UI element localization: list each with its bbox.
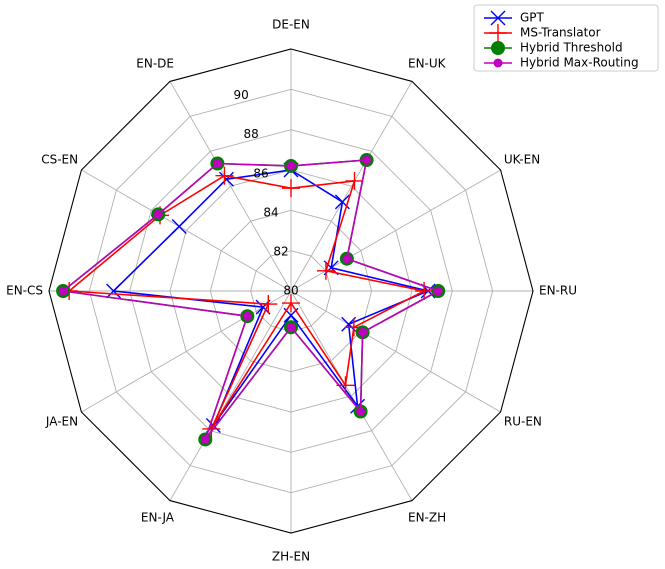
series-hybrid-max-routing-point: [286, 161, 296, 171]
series-hybrid-max-routing-point: [356, 407, 366, 417]
series-ms-translator: [60, 166, 434, 438]
series-ms-translator-point: [282, 179, 300, 198]
series-hybrid-max-routing-point: [153, 209, 163, 219]
series-hybrid-max-routing-point: [200, 434, 210, 444]
series-gpt: [106, 162, 436, 433]
legend-entry-hybrid-max-routing: Hybrid Max-Routing: [484, 56, 639, 70]
r-tick-label: 86: [253, 166, 268, 180]
legend-hybrid-threshold-point: [491, 41, 505, 55]
series-ms-translator-point: [259, 295, 278, 314]
legend-gpt-point: [490, 10, 506, 26]
series-gpt-point: [218, 171, 234, 187]
series-ms-translator-point: [345, 171, 364, 190]
axis-label-en-ru: EN-RU: [539, 284, 577, 298]
series-hybrid-max-routing-point: [242, 311, 252, 321]
radar-frame: [48, 48, 534, 534]
series-ms-translator-point: [415, 282, 434, 300]
r-tick-label: 80: [283, 284, 298, 298]
r-tick-label: 84: [263, 205, 278, 219]
axis-label-en-zh: EN-ZH: [408, 510, 446, 524]
axis-label-en-uk: EN-UK: [408, 57, 447, 71]
series-hybrid-max-routing-point: [212, 159, 222, 169]
legend-label: Hybrid Threshold: [520, 41, 623, 55]
axis-label-en-ja: EN-JA: [141, 510, 175, 524]
grid-spoke: [81, 290, 292, 413]
grid-spoke: [169, 81, 292, 292]
series-hybrid-max-routing-point: [358, 327, 368, 337]
series-ms-translator-point: [282, 294, 300, 313]
series-hybrid-max-routing: [58, 155, 443, 444]
label-layer: 80 82 84 86 88 90 DE-EN EN-UK UK-EN EN-RU RU-EN EN-…: [6, 18, 577, 564]
series-hybrid-threshold-line: [61, 159, 441, 440]
legend-ms-translator-point: [489, 24, 507, 42]
legend-entry-hybrid-threshold: Hybrid Threshold: [484, 41, 623, 55]
axis-label-cs-en: CS-EN: [41, 153, 78, 167]
axis-label-uk-en: UK-EN: [504, 153, 540, 167]
r-tick-label: 82: [273, 244, 288, 258]
legend-entry-gpt: GPT: [484, 11, 545, 26]
series-ms-translator-point: [215, 166, 234, 185]
series-hybrid-max-routing-point: [286, 322, 296, 332]
grid-spoke: [290, 290, 413, 501]
series-gpt-point: [171, 218, 187, 234]
axis-label-ja-en: JA-EN: [45, 415, 78, 429]
series-layer: [56, 153, 446, 447]
series-hybrid-max-routing-line: [61, 159, 441, 440]
legend-label: Hybrid Max-Routing: [520, 56, 639, 70]
series-hybrid-max-routing-point: [58, 286, 68, 296]
series-hybrid-max-routing-point: [433, 286, 443, 296]
legend-box: [473, 4, 659, 72]
axis-label-zh-en: ZH-EN: [272, 550, 310, 564]
grid-spoke: [81, 169, 292, 292]
axis-label-de-en: DE-EN: [272, 18, 310, 32]
legend-label: MS-Translator: [520, 26, 601, 40]
axis-label-en-de: EN-DE: [136, 57, 174, 71]
r-tick-label: 90: [233, 88, 248, 102]
grid-spoke: [290, 81, 413, 292]
legend-hybrid-max-routing-point: [493, 58, 503, 68]
grid-spoke: [290, 169, 501, 292]
series-hybrid-max-routing-point: [362, 155, 372, 165]
series-ms-translator-point: [316, 261, 335, 280]
grid-spoke: [290, 290, 501, 413]
legend-entry-ms-translator: MS-Translator: [484, 24, 601, 42]
r-tick-label: 88: [243, 127, 258, 141]
legend-label: GPT: [520, 11, 545, 25]
grid-spoke: [169, 290, 292, 501]
axis-label-ru-en: RU-EN: [504, 415, 542, 429]
axis-label-en-cs: EN-CS: [6, 284, 43, 298]
series-gpt-point: [106, 283, 122, 299]
series-hybrid-max-routing-point: [342, 254, 352, 264]
